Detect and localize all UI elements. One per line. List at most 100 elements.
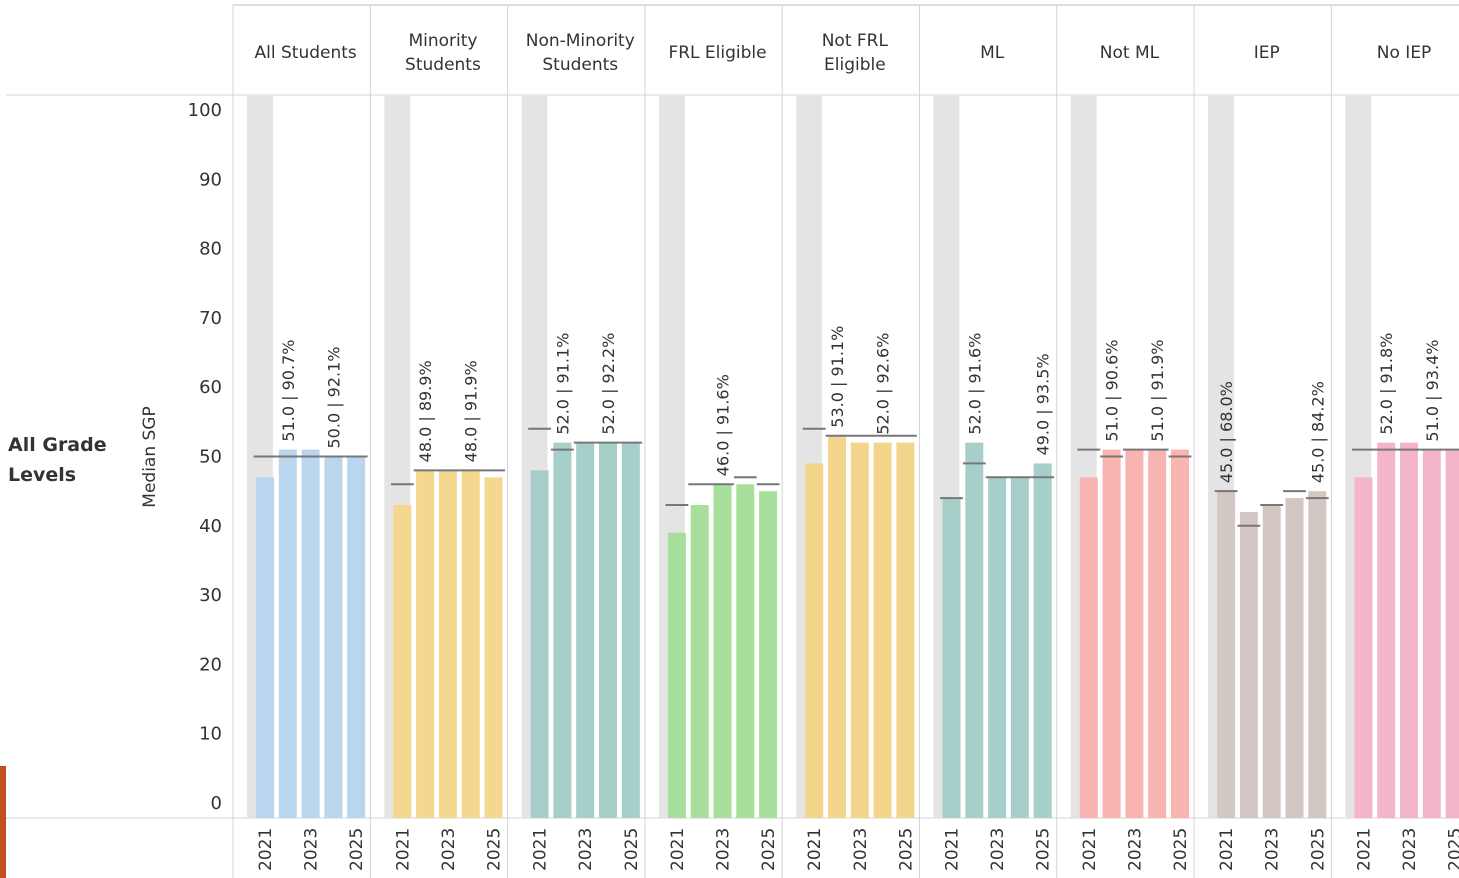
group-header: Not ML [1100, 43, 1160, 63]
x-tick-label: 2025 [485, 828, 505, 871]
x-tick-label: 2025 [759, 828, 779, 871]
group-header: FRL Eligible [668, 43, 766, 63]
x-tick-label: 2025 [896, 828, 916, 871]
bar [873, 442, 892, 818]
bar [1239, 511, 1258, 818]
group-header: No IEP [1377, 43, 1432, 63]
y-axis-title: Median SGP [140, 406, 160, 507]
x-tick-label: 2023 [576, 828, 596, 871]
bar [1102, 449, 1121, 818]
orange-accent-bar [0, 766, 6, 878]
data-label: 52.0 | 92.6% [874, 333, 893, 435]
x-tick-label: 2023 [302, 828, 322, 871]
x-tick-label: 2021 [943, 828, 963, 871]
x-tick-label: 2025 [1171, 828, 1191, 871]
y-tick-label: 30 [199, 585, 222, 606]
y-tick-label: 90 [199, 169, 222, 190]
bar [599, 442, 617, 818]
x-tick-label: 2021 [805, 828, 825, 871]
row-label: All Grade Levels [8, 434, 113, 486]
bar [850, 442, 869, 818]
chart-frame [0, 4, 1459, 878]
y-tick-label: 70 [199, 308, 222, 329]
x-tick-label: 2025 [1308, 828, 1328, 871]
data-label: 52.0 | 91.1% [553, 333, 572, 435]
y-tick-label: 20 [199, 654, 222, 675]
group-header: IEP [1254, 43, 1280, 63]
bar [1217, 491, 1236, 818]
bar [1400, 442, 1418, 818]
data-label: 53.0 | 91.1% [828, 326, 847, 428]
x-tick-label: 2023 [439, 828, 459, 871]
bar [1010, 477, 1029, 818]
x-tick-label: 2025 [347, 828, 367, 871]
bar [256, 477, 274, 818]
bar [1171, 449, 1189, 818]
x-tick-label: 2023 [1263, 828, 1283, 871]
y-tick-label: 40 [199, 516, 222, 537]
bar [965, 442, 984, 818]
x-tick-label: 2021 [1354, 828, 1374, 871]
data-label: 51.0 | 90.7% [279, 340, 298, 442]
y-tick-label: 10 [199, 724, 222, 745]
data-label: 48.0 | 89.9% [416, 360, 435, 462]
bar [301, 449, 320, 818]
y-tick-label: 50 [199, 447, 222, 468]
chart-reference-lines [253, 427, 1459, 527]
bar [576, 442, 595, 818]
bar [1354, 477, 1373, 818]
bar [828, 435, 846, 818]
bar [1422, 449, 1441, 818]
group-header: All Students [255, 43, 357, 63]
data-label: 51.0 | 90.6% [1103, 340, 1122, 442]
bar [759, 491, 778, 818]
bar [484, 477, 503, 818]
group-header-line-2: Students [542, 55, 618, 75]
bar [1033, 463, 1052, 818]
data-label: 45.0 | 84.2% [1308, 381, 1327, 483]
chart-text: All Grade Levels Median SGP 0 10 20 30 40 50 6… [8, 31, 1459, 871]
x-tick-label: 2021 [1217, 828, 1237, 871]
group-header-line-1: Minority [408, 31, 477, 51]
bar [667, 532, 686, 818]
group-header-line-2: Eligible [824, 55, 886, 75]
y-tick-label: 0 [211, 793, 222, 814]
x-tick-label: 2021 [256, 828, 276, 871]
row-label-line-1: All Grade [8, 434, 107, 456]
bar [1285, 498, 1304, 818]
bar [805, 463, 824, 818]
bar [1125, 449, 1144, 818]
group-header-line-1: Not FRL [822, 31, 889, 51]
bar [896, 442, 915, 818]
bar [393, 505, 412, 818]
bar [1262, 505, 1281, 818]
bar [942, 498, 961, 818]
bar [438, 470, 457, 818]
data-label: 51.0 | 91.9% [1148, 340, 1167, 442]
y-tick-label: 60 [199, 377, 222, 398]
bar [324, 456, 343, 818]
data-label: 48.0 | 91.9% [462, 360, 481, 462]
x-tick-label: 2021 [393, 828, 413, 871]
chart-bars [247, 96, 1459, 818]
x-tick-label: 2023 [714, 828, 734, 871]
bar [1079, 477, 1098, 818]
x-tick-label: 2025 [622, 828, 642, 871]
group-header: ML [980, 43, 1005, 63]
bar [553, 442, 572, 818]
data-label: 46.0 | 91.6% [714, 374, 733, 476]
bar [1148, 449, 1167, 818]
data-label: 50.0 | 92.1% [324, 346, 343, 448]
bar [621, 442, 640, 818]
y-tick-label: 100 [188, 100, 222, 121]
bar [278, 449, 297, 818]
x-tick-label: 2021 [1080, 828, 1100, 871]
x-tick-label: 2025 [1446, 828, 1459, 871]
row-label-line-2: Levels [8, 464, 76, 486]
y-tick-label: 80 [199, 239, 222, 260]
x-tick-label: 2023 [1125, 828, 1145, 871]
bar [530, 470, 549, 818]
group-header-line-1: Non-Minority [526, 31, 635, 51]
data-label: 52.0 | 91.6% [965, 333, 984, 435]
